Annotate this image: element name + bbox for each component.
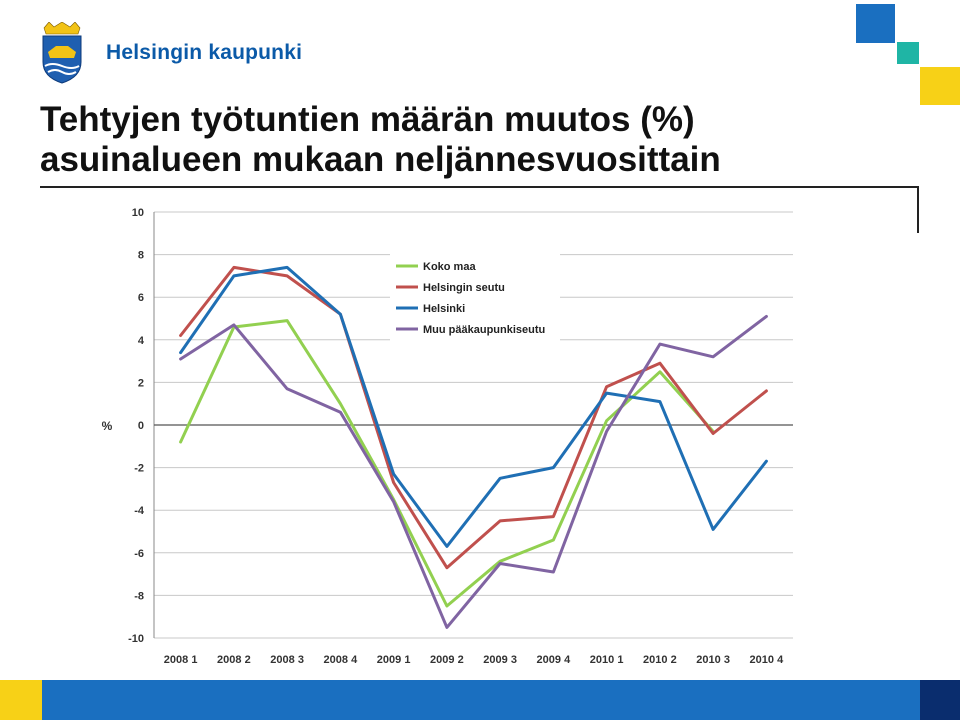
x-tick-label: 2009 1 [377,654,411,666]
y-tick-label: 6 [138,292,144,304]
x-tick-label: 2009 2 [430,654,464,666]
series-line [179,265,768,570]
x-tick-label: 2009 4 [537,654,572,666]
deco-square-blue [856,4,895,43]
series-line [179,314,768,629]
y-tick-label: -6 [134,548,144,560]
brand-name: Helsingin kaupunki [106,41,303,64]
brand-header: Helsingin kaupunki [40,22,302,84]
y-tick-label: -8 [134,590,144,602]
x-tick-label: 2010 4 [750,654,785,666]
y-tick-label: 0 [138,420,144,432]
legend-label: Helsinki [423,303,465,315]
legend-label: Helsingin seutu [423,282,505,294]
helsinki-coat-of-arms-icon [42,22,82,84]
x-tick-label: 2008 1 [164,654,198,666]
footer-bar [0,680,960,720]
y-tick-label: -4 [134,505,145,517]
x-tick-label: 2008 3 [270,654,304,666]
x-tick-label: 2010 1 [590,654,624,666]
slide-title-line2: asuinalueen mukaan neljännesvuosittain [40,140,721,179]
y-tick-label: 10 [132,207,144,219]
deco-square-yellow [920,67,960,105]
x-tick-label: 2010 3 [696,654,730,666]
slide-title: Tehtyjen työtuntien määrän muutos (%) as… [40,100,920,180]
y-tick-label: 8 [138,250,144,262]
series-line [179,265,768,548]
x-tick-label: 2008 2 [217,654,251,666]
x-tick-label: 2008 4 [324,654,359,666]
y-tick-label: 2 [138,377,144,389]
y-axis-label: % [102,419,113,433]
deco-square-teal [897,42,919,64]
line-chart: 10 8 6 4 2 0 -2 -4 -6 -8 -10% 2008 1 2008 2 2008 3 200… [102,207,793,666]
x-tick-label: 2009 3 [483,654,517,666]
legend-box [390,254,560,344]
x-tick-label: 2010 2 [643,654,677,666]
series-line [179,319,715,608]
legend-label: Muu pääkaupunkiseutu [423,324,545,336]
title-rule-corner [917,186,919,233]
y-tick-label: -10 [128,633,144,645]
y-tick-label: -2 [134,463,144,475]
slide-title-line1: Tehtyjen työtuntien määrän muutos (%) [40,100,695,139]
legend-label: Koko maa [423,261,476,273]
y-tick-label: 4 [138,335,145,347]
title-underline [40,186,919,188]
